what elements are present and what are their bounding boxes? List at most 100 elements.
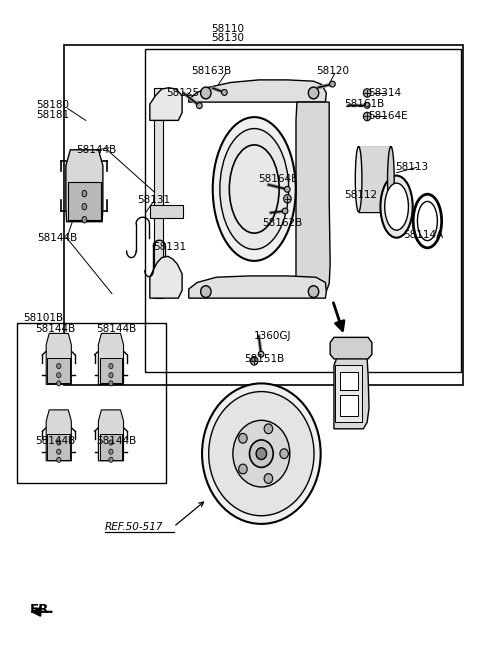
Text: 58125: 58125 [167, 88, 200, 98]
Ellipse shape [82, 190, 87, 197]
Bar [145, 49, 461, 372]
Ellipse shape [363, 112, 371, 121]
Ellipse shape [264, 474, 273, 484]
Ellipse shape [364, 102, 370, 108]
Text: 58144B: 58144B [96, 436, 136, 445]
Ellipse shape [222, 90, 227, 96]
Ellipse shape [239, 464, 247, 474]
Polygon shape [189, 80, 326, 102]
Text: 58314: 58314 [368, 88, 401, 98]
Ellipse shape [57, 372, 61, 378]
Text: 58144B: 58144B [96, 324, 136, 335]
Ellipse shape [109, 457, 113, 463]
Ellipse shape [109, 363, 113, 368]
Polygon shape [340, 372, 358, 389]
Ellipse shape [282, 208, 288, 214]
Polygon shape [150, 206, 183, 218]
Ellipse shape [109, 449, 113, 454]
Ellipse shape [201, 286, 211, 297]
Ellipse shape [355, 146, 362, 212]
Ellipse shape [239, 434, 247, 444]
Ellipse shape [109, 381, 113, 386]
Polygon shape [66, 150, 103, 221]
Polygon shape [46, 333, 72, 384]
Ellipse shape [251, 357, 258, 365]
Ellipse shape [209, 391, 314, 516]
Text: 58144B: 58144B [35, 436, 75, 445]
Polygon shape [154, 88, 163, 298]
Ellipse shape [197, 103, 202, 109]
Text: 58144B: 58144B [37, 233, 78, 243]
Text: 1360GJ: 1360GJ [254, 331, 292, 341]
Text: 58114A: 58114A [404, 230, 444, 240]
Polygon shape [46, 410, 72, 461]
Ellipse shape [202, 384, 321, 524]
Ellipse shape [233, 420, 290, 487]
Ellipse shape [82, 216, 87, 223]
Ellipse shape [256, 447, 266, 459]
Text: REF.50-517: REF.50-517 [105, 522, 163, 532]
Text: 58181: 58181 [36, 110, 69, 120]
Ellipse shape [308, 286, 319, 297]
Text: 58162B: 58162B [262, 218, 302, 228]
Ellipse shape [384, 183, 408, 230]
Ellipse shape [264, 424, 273, 434]
Ellipse shape [280, 449, 288, 459]
Text: 58164E: 58164E [258, 174, 298, 185]
Ellipse shape [330, 81, 335, 87]
Bar [17, 323, 167, 483]
Text: 58161B: 58161B [344, 99, 384, 109]
Polygon shape [98, 410, 123, 461]
Ellipse shape [284, 194, 291, 203]
Ellipse shape [82, 204, 87, 210]
Polygon shape [48, 434, 70, 460]
Text: 58144B: 58144B [35, 324, 75, 335]
Ellipse shape [220, 129, 288, 250]
Ellipse shape [57, 449, 61, 454]
Polygon shape [68, 182, 101, 220]
Ellipse shape [109, 372, 113, 378]
Polygon shape [98, 333, 123, 384]
Text: 58113: 58113 [396, 163, 429, 173]
Ellipse shape [285, 186, 290, 192]
Ellipse shape [387, 146, 394, 212]
Polygon shape [48, 358, 70, 384]
Polygon shape [330, 337, 372, 359]
Ellipse shape [250, 440, 273, 467]
Ellipse shape [381, 175, 413, 238]
Ellipse shape [57, 440, 61, 445]
Text: FR.: FR. [30, 603, 55, 616]
Ellipse shape [213, 117, 296, 261]
Ellipse shape [308, 87, 319, 99]
Polygon shape [334, 351, 369, 429]
Bar [64, 45, 463, 385]
Text: 58131: 58131 [154, 241, 187, 252]
Polygon shape [340, 395, 358, 416]
Text: 58101B: 58101B [23, 313, 63, 323]
Polygon shape [296, 102, 330, 293]
Polygon shape [100, 434, 122, 460]
Text: 58163B: 58163B [192, 67, 232, 76]
Ellipse shape [418, 202, 437, 241]
Ellipse shape [258, 351, 264, 357]
Text: 58120: 58120 [316, 67, 349, 76]
Ellipse shape [109, 440, 113, 445]
Text: 58110: 58110 [212, 24, 245, 34]
Text: 58164E: 58164E [368, 111, 408, 121]
Ellipse shape [201, 87, 211, 99]
Ellipse shape [57, 457, 61, 463]
Ellipse shape [57, 363, 61, 368]
Polygon shape [359, 146, 391, 212]
Text: 58151B: 58151B [244, 354, 284, 364]
Text: 58144B: 58144B [76, 145, 117, 155]
Ellipse shape [363, 89, 371, 97]
Polygon shape [150, 256, 182, 298]
Polygon shape [150, 88, 182, 121]
Ellipse shape [57, 381, 61, 386]
Text: 58131: 58131 [137, 195, 170, 205]
Polygon shape [100, 358, 122, 384]
Text: 58112: 58112 [344, 190, 377, 200]
Text: 58130: 58130 [212, 33, 245, 43]
Polygon shape [189, 276, 326, 298]
Text: 58180: 58180 [36, 100, 69, 110]
